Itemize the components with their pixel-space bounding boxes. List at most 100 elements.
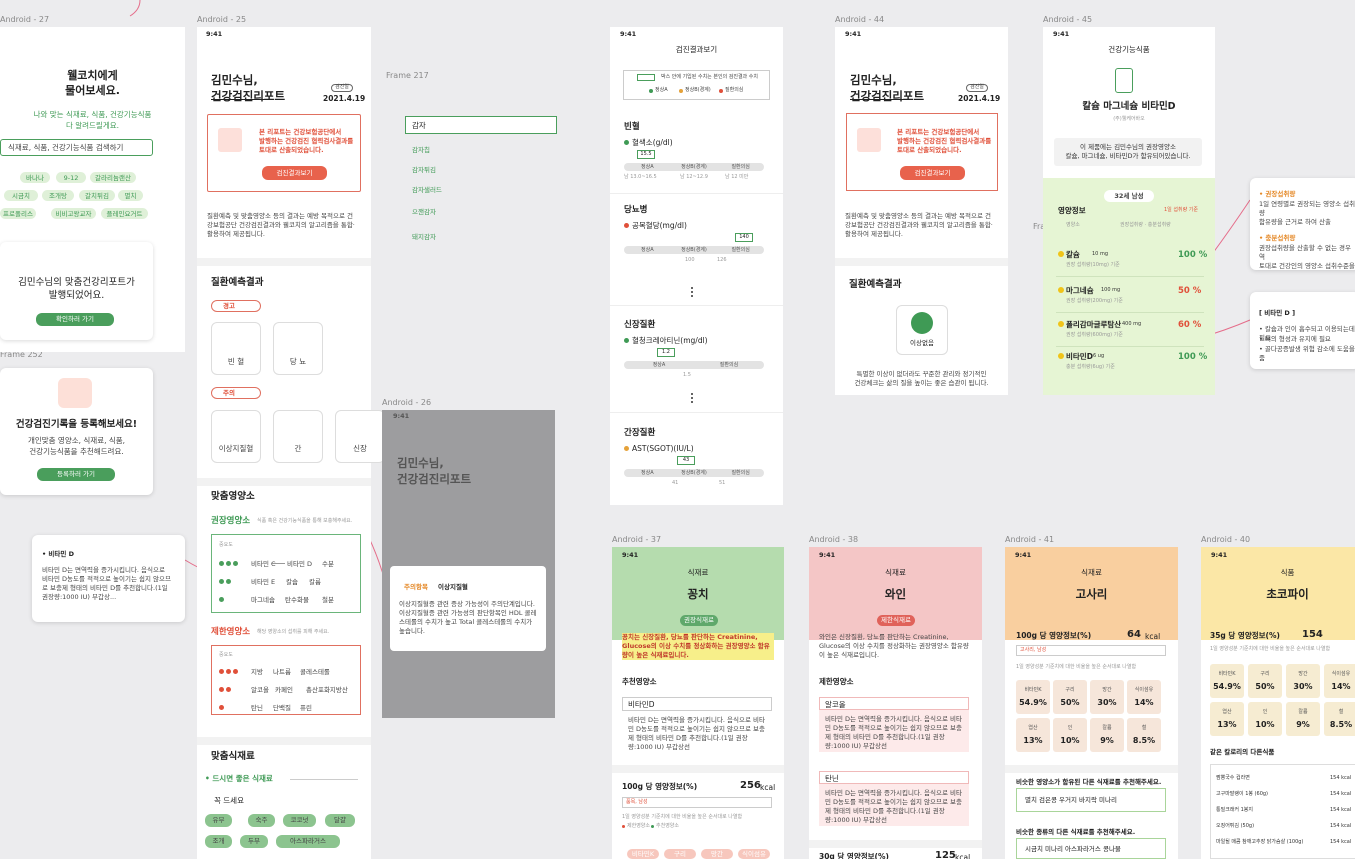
name: 망간 (1102, 687, 1112, 693)
nutrient-name-box (819, 697, 969, 710)
chip (680, 615, 718, 626)
rec-rows: 칼륨 (309, 578, 321, 586)
card (273, 410, 323, 463)
ticks: 남 12 미만 (725, 174, 749, 180)
frame-labels: Android - 25 (197, 15, 247, 24)
nutri-title: 추천영양소 (622, 677, 657, 686)
divider (197, 737, 371, 745)
normal-text: 특별한 이상이 없더라도 꾸준한 관리와 정기적인 건강체크는 삶의 질을 높이… (854, 370, 989, 388)
t3-items: • 뼈의 형성과 유지에 필요 (1259, 335, 1331, 343)
pill (211, 300, 261, 312)
bands: 정상B(경계) (681, 470, 707, 476)
dot (226, 561, 231, 566)
t1-title: • 권장섭취량 (1259, 190, 1296, 198)
tag (331, 84, 353, 92)
chip (627, 849, 659, 859)
name: 엽산 (1222, 709, 1232, 715)
divider (610, 412, 783, 413)
line (290, 779, 358, 780)
name: 꽁치 (687, 587, 709, 601)
t2-text: 권장섭취량을 산출할 수 없는 경우 역 토대로 건강인의 영양소 섭취수준을 (1259, 244, 1355, 271)
lim-rows: 콜레스테롤 (300, 668, 330, 676)
value-box (657, 348, 675, 357)
text: 비타민 D는 면역력을 증가시킵니다. 음식으로 비타민 D농도를 적적으로 높… (825, 789, 963, 825)
dot (1058, 287, 1064, 293)
select (622, 797, 772, 808)
chips: 갈라리늄랜산 (95, 174, 131, 182)
notice-box (846, 113, 998, 191)
bands: 질환의심 (719, 362, 739, 368)
dot (1058, 251, 1064, 257)
text: 이상지질혈증 관련 증상 가능성이 주의단계입니다. 이상지질혈증 관련 가능성… (399, 600, 537, 636)
note: 충분 섭취량(6ug) 기준 (1066, 364, 1115, 370)
unit: kcal (1145, 632, 1161, 641)
divider (197, 258, 371, 266)
name: 당뇨병 (624, 205, 648, 215)
nutrients: 탄닌 (825, 774, 839, 783)
query: 감자 (412, 121, 426, 130)
rec-rows: 비타민 C (251, 560, 276, 568)
frame (382, 410, 555, 718)
legend: 질환의심 (725, 87, 744, 93)
maker: (주)웰케어바오 (1113, 116, 1145, 122)
name: 비타민K (1218, 671, 1236, 677)
chips: 시금치 (12, 192, 30, 200)
legend-note: 박스 안에 기입된 수치는 본인의 검진결과 수치 (661, 74, 758, 80)
category: 식재료 (885, 568, 906, 577)
connector (129, 0, 141, 17)
nutrient-cell (1210, 702, 1244, 736)
chip (79, 190, 115, 201)
icon (637, 74, 655, 81)
bands: 질환의심 (731, 470, 750, 476)
food-title: 맞춤식재료 (211, 751, 255, 762)
unit: kcal (955, 853, 971, 859)
chips: 조개탕 (49, 192, 67, 200)
range-bar (624, 163, 764, 171)
name: 김민수님, 건강검진리포트 (397, 456, 472, 487)
pct: 100 % (1178, 250, 1208, 260)
note: 1일 영양성분 기준치에 대한 비율을 높은 순서대로 나열함 (1210, 646, 1331, 652)
chip (0, 208, 36, 219)
value-box (735, 233, 753, 242)
pct: 9% (1296, 720, 1310, 729)
rec-rows: 탄수화물 (285, 596, 309, 604)
card (335, 410, 385, 463)
name: 철 (1338, 709, 1344, 715)
warn: 경고 (223, 302, 235, 310)
dot (691, 397, 693, 399)
title: • 비타민 D (42, 550, 75, 558)
lim-rows: 단백질 (273, 704, 291, 712)
report-btn: 확인하러 가기 (56, 315, 94, 323)
status-time: 9:41 (622, 551, 639, 559)
name: 짬뽕국수 컵라면 (1216, 775, 1250, 781)
status-time: 9:41 (1015, 551, 1032, 559)
divider (1056, 276, 1204, 277)
amount: 6 ug (1093, 353, 1105, 359)
t3-title: [ 비타민 D ] (1259, 309, 1296, 317)
panel (1043, 178, 1215, 395)
name: 신장질환 (624, 320, 656, 330)
select: 품목, 남성 (626, 799, 648, 805)
list2: 시금치 미나리 아스파라거스 콩나물 (1025, 845, 1121, 853)
status-time: 9:41 (845, 30, 862, 38)
tag: 권장식재료 (684, 616, 714, 624)
text: 비타민 D는 면역력을 증가시킵니다. 음식으로 비타민 D농도를 적적으로 높… (825, 715, 963, 751)
legend-box (623, 70, 770, 100)
per: 35g 당 영양정보(%) (1210, 631, 1280, 640)
chip (664, 849, 696, 859)
warn-items: 당 뇨 (289, 357, 307, 366)
name: 고사리 (1075, 587, 1108, 601)
results: 돼지감자 (412, 233, 436, 241)
good-foods: • 드시면 좋은 식재료 (205, 774, 273, 783)
rec-rows: 비타민 D (287, 560, 313, 568)
chip (90, 172, 136, 183)
frame-labels: Android - 37 (612, 535, 662, 544)
ticks: 100 (685, 257, 695, 263)
similar1: 비슷한 영양소가 함유된 다른 식재료를 추천해주세요. (1016, 778, 1162, 786)
caution-items: 간 (294, 444, 302, 453)
amount: 100 mg (1101, 287, 1121, 293)
name: 망간 (1298, 671, 1308, 677)
pct: 8.5% (1329, 720, 1353, 729)
results: 으깬감자 (412, 208, 436, 216)
similar2: 비슷한 종류의 다른 식재료를 추천해주세요. (1016, 828, 1136, 836)
